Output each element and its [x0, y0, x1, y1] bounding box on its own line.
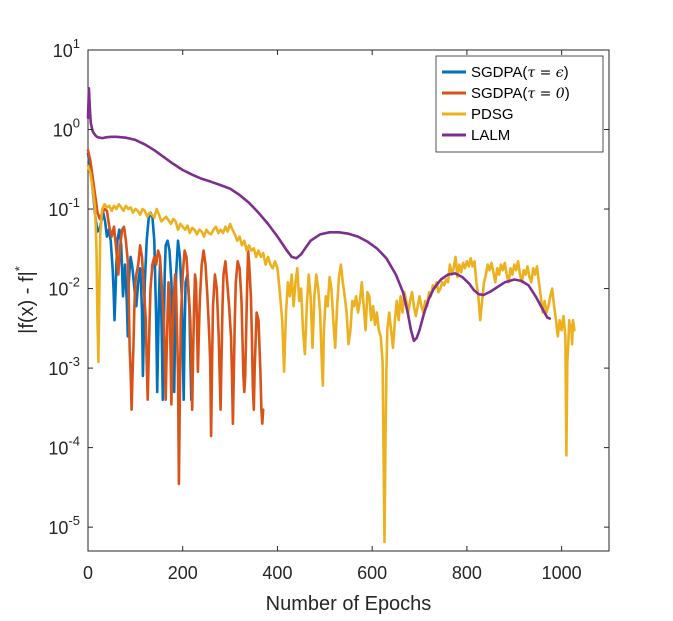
series-line-sgdpa [86, 148, 265, 486]
y-tick-label: 100 [53, 116, 80, 141]
series-layer [86, 87, 576, 544]
y-axis-label-text: |f(x) - f| [16, 271, 38, 334]
y-axis-label-superscript: * [12, 266, 27, 271]
y-tick-label: 101 [53, 36, 80, 61]
y-tick-label: 10-1 [48, 195, 80, 220]
y-tick-label: 10-5 [48, 513, 80, 538]
x-tick-label: 400 [262, 563, 292, 583]
legend-entry-label: PDSG [471, 106, 514, 123]
y-tick-label: 10-2 [48, 275, 80, 300]
x-tick-label: 1000 [542, 563, 582, 583]
x-tick-label: 0 [83, 563, 93, 583]
y-axis-label: |f(x) - f|* [12, 266, 38, 334]
axes-layer: 0 200 400 600 800 1000 101 100 10-1 10-2 10-3 10-4 1… [48, 36, 609, 583]
legend-entry-label: SGDPA(τ = ϵ) [471, 64, 569, 81]
x-axis-label: Number of Epochs [266, 593, 432, 615]
svg-text:|f(x) - f|*: |f(x) - f|* [12, 266, 38, 334]
legend-entry-label: SGDPA(τ = 0) [471, 85, 570, 102]
legend-entry-label: LALM [471, 127, 510, 144]
series-line-pdsg [86, 164, 576, 544]
legend: SGDPA(τ = ϵ) SGDPA(τ = 0) PDSG LALM [435, 55, 604, 153]
y-tick-label: 10-3 [48, 354, 80, 379]
x-tick-label: 600 [357, 563, 387, 583]
x-tick-label: 800 [452, 563, 482, 583]
y-tick-label: 10-4 [48, 434, 80, 459]
x-tick-label: 200 [168, 563, 198, 583]
series-line-lalm [86, 87, 552, 343]
